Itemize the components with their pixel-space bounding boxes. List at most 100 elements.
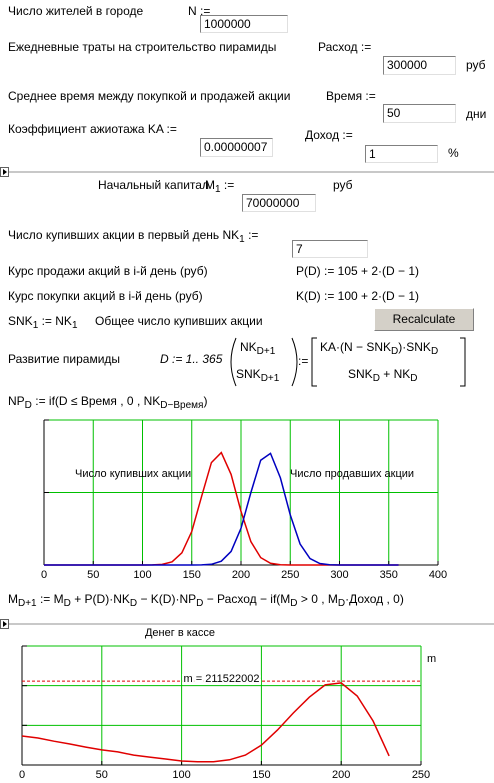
recalculate-button[interactable]: Recalculate — [374, 308, 474, 331]
x-tick-label: 0 — [19, 769, 25, 781]
text: )· — [398, 340, 407, 354]
subscript: D+1 — [260, 373, 280, 384]
subscript: 1 — [215, 184, 221, 195]
formula: P(D) := 105 + 2·(D − 1) — [296, 264, 420, 278]
x-tick-label: 200 — [232, 569, 250, 581]
x-tick-label: 250 — [412, 769, 430, 781]
x-tick-label: 50 — [96, 769, 108, 781]
label: Развитие пирамиды — [8, 352, 121, 366]
text: := if(D ≤ Время , 0 , — [31, 394, 144, 408]
x-tick-label: 200 — [332, 769, 350, 781]
text: > 0 , — [297, 592, 328, 606]
x-tick-label: 250 — [281, 569, 299, 581]
series-line — [21, 682, 390, 763]
matrix-cell: SNKD + NKD — [348, 367, 418, 384]
unit: дни — [466, 107, 487, 121]
text: := — [36, 592, 54, 606]
text: := — [220, 178, 235, 192]
input-field[interactable]: 50 — [383, 104, 456, 123]
y-axis-label: m — [427, 653, 436, 665]
symbol: M — [8, 592, 18, 606]
label: Число купивших акции в первый день NK1 :… — [8, 228, 259, 245]
label: Курс покупки акций в i-й день (руб) — [8, 289, 203, 303]
variable: N := — [188, 4, 211, 18]
chart-title: Денег в кассе — [145, 627, 215, 639]
subscript: 1 — [32, 320, 39, 331]
symbol: M — [327, 592, 338, 606]
input-field[interactable]: 7 — [292, 240, 368, 258]
text: − Расход − if( — [203, 592, 281, 606]
x-tick-label: 150 — [183, 569, 201, 581]
input-field[interactable]: 70000000 — [242, 194, 316, 212]
symbol: NP — [8, 394, 25, 408]
label: Коэффициент ажиотажа KA := — [8, 122, 177, 136]
x-tick-label: 100 — [133, 569, 151, 581]
text: ·Доход , 0) — [345, 592, 404, 606]
input-field[interactable]: 300000 — [383, 56, 456, 75]
symbol: M — [280, 592, 291, 606]
subscript: D — [24, 400, 32, 411]
text: + — [379, 367, 394, 381]
symbol: NK — [55, 314, 72, 328]
variable: Время := — [326, 89, 376, 103]
symbol: SNK — [406, 340, 431, 354]
symbol: NK — [143, 394, 161, 408]
series-name: Число продавших акции — [290, 468, 414, 480]
matrix-bracket — [460, 337, 466, 387]
text: + P(D)· — [70, 592, 114, 606]
input-field[interactable]: 0.00000007 — [200, 138, 273, 157]
symbol: NK — [222, 228, 240, 242]
series-name: Число купивших акции — [75, 468, 191, 480]
subscript: D+1 — [256, 346, 276, 357]
variable: Расход := — [318, 40, 372, 54]
label: Ежедневные траты на строительство пирами… — [8, 40, 277, 54]
label: Начальный капитал — [98, 178, 209, 192]
matrix-bracket — [311, 337, 317, 387]
subscript: D+1 — [18, 598, 37, 609]
text: KA·(N − — [320, 340, 367, 354]
matrix-paren — [291, 337, 298, 387]
subscript: 1 — [71, 320, 78, 331]
x-tick-label: 400 — [429, 569, 447, 581]
x-tick-label: 150 — [252, 769, 270, 781]
matrix-paren — [230, 337, 237, 387]
text: := — [38, 314, 56, 328]
subscript: D — [430, 346, 439, 357]
symbol: SNK — [348, 367, 373, 381]
subscript: D — [63, 598, 71, 609]
range: D := 1.. 365 — [160, 352, 223, 366]
symbol: SNK — [366, 340, 392, 354]
symbol: NK — [240, 340, 257, 354]
formula: K(D) := 100 + 2·(D − 1) — [296, 289, 420, 303]
text: := — [244, 228, 259, 242]
matrix-cell: SNKD+1 — [236, 367, 280, 384]
symbol: NK — [113, 592, 130, 606]
variable: M1 := — [205, 178, 235, 195]
symbol: SNK — [8, 314, 33, 328]
subscript: 1 — [239, 234, 245, 245]
series-line — [44, 452, 399, 566]
text: ) — [203, 394, 208, 408]
reference-label: m = 211522002 — [184, 673, 260, 685]
matrix-cell: KA·(N − SNKD)·SNKD — [320, 340, 439, 357]
assign: := — [298, 354, 309, 368]
region-toggle-arrow — [3, 169, 7, 175]
symbol: NP — [179, 592, 197, 606]
region-toggle-arrow — [3, 621, 7, 627]
input-field[interactable]: 1000000 — [200, 15, 288, 33]
x-tick-label: 50 — [87, 569, 99, 581]
label: Число жителей в городе — [8, 4, 144, 18]
formula: SNK1 := NK1 — [8, 314, 78, 331]
input-field[interactable]: 1 — [365, 145, 438, 163]
unit: руб — [333, 178, 353, 192]
formula: MD+1 := MD + P(D)·NKD − K(D)·NPD − Расхо… — [8, 592, 404, 609]
subscript: D — [196, 598, 204, 609]
matrix-cell: NKD+1 — [240, 340, 276, 357]
formula: NPD := if(D ≤ Время , 0 , NKD−Время) — [8, 394, 208, 411]
variable: Доход := — [305, 128, 353, 142]
label: Курс продажи акций в i-й день (руб) — [8, 264, 208, 278]
label: Среднее время между покупкой и продажей … — [8, 89, 291, 103]
x-tick-label: 350 — [380, 569, 398, 581]
